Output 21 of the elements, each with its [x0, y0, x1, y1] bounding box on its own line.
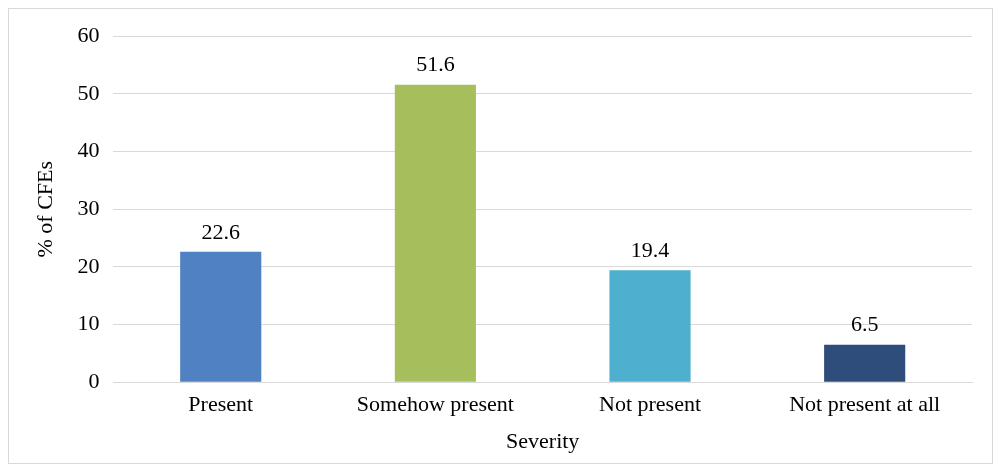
y-tick-label: 30 — [77, 194, 100, 220]
y-tick-label: 40 — [77, 137, 100, 163]
x-tick-label: Not present — [599, 391, 702, 417]
y-tick-label: 60 — [77, 21, 100, 47]
x-tick-label: Somehow present — [356, 391, 514, 417]
x-tick-label: Not present at all — [789, 391, 941, 417]
data-label: 6.5 — [850, 311, 879, 337]
bar — [394, 84, 476, 382]
bar — [609, 270, 691, 382]
x-axis-title: Severity — [506, 427, 580, 453]
data-label: 22.6 — [201, 218, 240, 244]
bar — [824, 344, 906, 382]
data-label: 19.4 — [630, 237, 670, 263]
y-tick-label: 10 — [77, 310, 100, 336]
y-axis-title: % of CFEs — [31, 160, 57, 258]
y-tick-label: 0 — [88, 367, 100, 393]
bar — [180, 251, 262, 382]
data-label: 51.6 — [416, 51, 455, 77]
x-tick-label: Present — [188, 391, 254, 417]
y-tick-label: 50 — [77, 79, 100, 105]
y-tick-label: 20 — [77, 252, 100, 278]
